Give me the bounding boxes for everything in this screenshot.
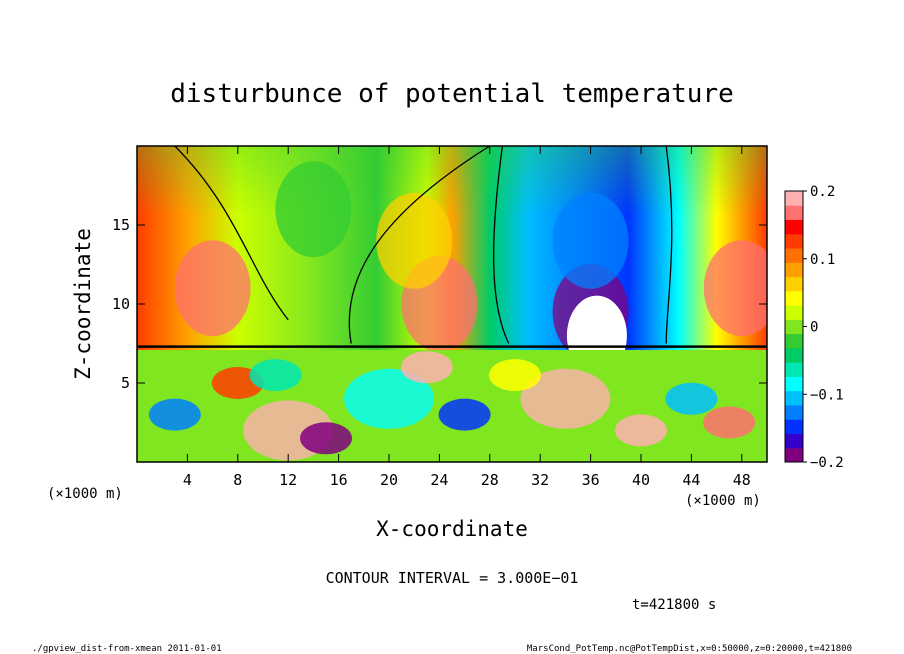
colorbar-swatch [785,233,803,249]
colorbar-swatch [785,305,803,320]
colorbar-swatch [785,376,803,392]
x-tick-label: 28 [481,471,499,489]
colorbar-tick-label: 0.2 [810,184,835,200]
footer-right: MarsCond_PotTemp.nc@PotTempDist,x=0:5000… [527,644,852,654]
field-feature [400,351,453,384]
colorbar-swatch [785,205,803,221]
field-feature [376,192,453,289]
colorbar-swatch [785,248,803,263]
x-tick-label: 32 [531,471,549,489]
field-feature [552,192,629,289]
x-unit-right: (×1000 m) [685,493,761,509]
x-tick-label: 48 [733,471,751,489]
x-tick-label: 16 [330,471,348,489]
field-feature [249,359,302,392]
footer-left: ./gpview_dist-from-xmean 2011-01-01 [32,644,222,654]
colorbar-swatch [785,390,803,406]
field-feature [615,414,667,447]
colorbar-swatch [785,333,803,349]
colorbar-swatch [785,276,803,292]
colorbar-swatch [785,362,803,377]
x-tick-label: 24 [430,471,448,489]
field-feature [174,240,251,337]
colorbar-swatch [785,447,803,463]
y-axis: 5 10 15 [112,216,767,392]
upper-fade [137,146,767,216]
field-feature [275,161,352,258]
x-tick-label: 36 [582,471,600,489]
plot-area [137,146,767,462]
colorbar-swatch [785,290,803,306]
colorbar-swatch [785,419,803,434]
colorbar-tick-label: −0.1 [810,387,844,403]
y-tick-label: 10 [112,295,130,313]
contour-interval: CONTOUR INTERVAL = 3.000E−01 [326,569,579,587]
x-unit-left: (×1000 m) [47,486,123,502]
colorbar-swatch [785,191,803,206]
x-tick-label: 40 [632,471,650,489]
field-feature [344,368,434,429]
lower-blob-layer [148,351,756,461]
x-axis-label: X-coordinate [376,517,528,541]
colorbar-swatch [785,319,803,335]
field-feature [665,382,718,415]
field-feature [300,422,352,455]
colorbar-swatch [785,262,803,278]
x-tick-label: 12 [279,471,297,489]
colorbar-tick-label: −0.2 [810,455,844,471]
field-feature [703,406,756,439]
x-axis: 4 8 12 16 20 24 28 32 36 40 44 48 [183,146,751,489]
y-axis-label: Z-coordinate [71,228,95,380]
field-feature [703,240,767,337]
colorbar-swatch [785,347,803,363]
colorbar-swatch [785,404,803,420]
x-tick-label: 8 [233,471,242,489]
x-tick-label: 4 [183,471,192,489]
contour-line [492,146,510,344]
colorbar-tick-label: 0 [810,320,818,336]
field-feature [520,368,611,429]
x-tick-label: 44 [682,471,700,489]
y-tick-label: 15 [112,216,130,234]
contour-line [348,146,491,344]
contour-layer [137,146,767,348]
chart-title: disturbunce of potential temperature [170,79,734,109]
feature-layer [174,161,767,376]
colorbar-swatch [785,219,803,235]
field-feature [148,398,201,431]
colorbar: 0.2 0.1 0 −0.1 −0.2 [784,184,844,471]
time-stamp: t=421800 s [632,597,716,613]
colorbar-tick-label: 0.1 [810,252,835,268]
field-feature [489,359,541,392]
y-tick-label: 5 [121,374,130,392]
x-tick-label: 20 [380,471,398,489]
contour-line [665,146,673,344]
field-feature [438,398,491,431]
contour-line [174,146,289,321]
colorbar-swatch [785,433,803,449]
